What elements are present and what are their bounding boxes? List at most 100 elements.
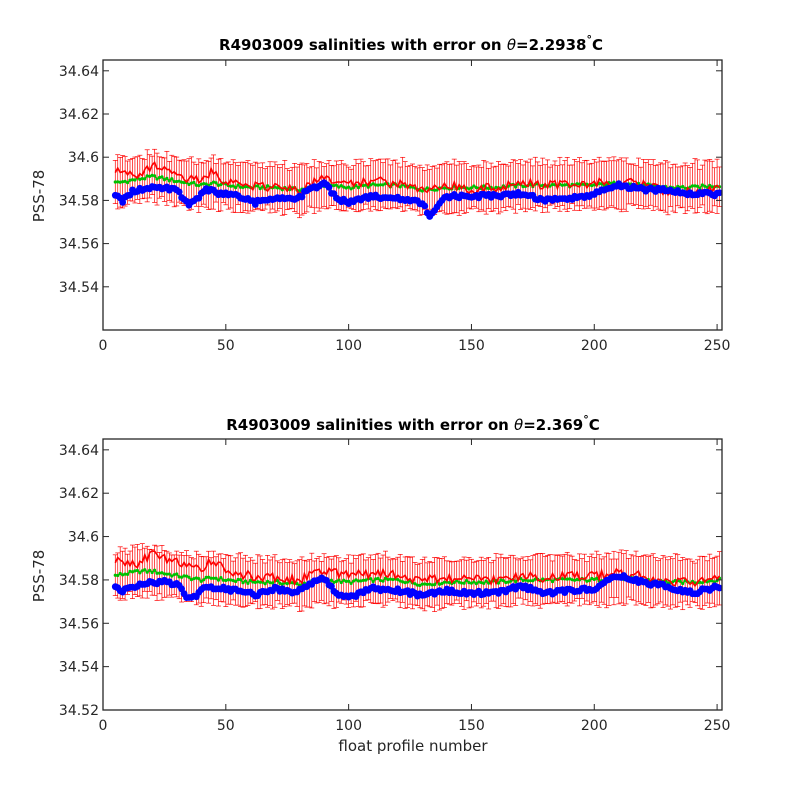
y-tick-label: 34.62 [59,486,99,502]
series-green-point [337,578,341,582]
series-green-point [263,582,267,586]
series-green-point [202,182,206,186]
series-green-point [177,179,181,183]
series-green-point [371,182,375,186]
series-green-point [361,578,365,582]
series-green-point [413,582,417,586]
series-green-point [472,580,476,584]
series-green-point [229,184,233,188]
series-green-point [482,184,486,188]
series-green-point [148,568,152,572]
data-layer [111,148,722,220]
axes-box [102,438,723,711]
series-green-point [595,576,599,580]
series-green-point [209,576,213,580]
series-green-point [202,578,206,582]
series-green-point [477,580,481,584]
series-green-point [482,581,486,585]
series-green-point [128,178,132,182]
series-green-point [189,578,194,582]
series-green-point [253,580,257,585]
x-tick-label: 250 [704,338,731,354]
x-tick-label: 0 [99,718,108,734]
series-green-point [246,581,250,585]
series-green-point [216,183,221,188]
x-tick-label: 150 [458,718,485,734]
series-green-point [494,185,498,189]
y-tick-label: 34.54 [59,280,99,296]
y-tick-label: 34.56 [59,237,99,253]
series-green-point [447,581,451,585]
series-green-point [238,578,243,582]
series-green-point [708,183,712,187]
series-green-point [425,186,429,190]
series-green-point [469,186,474,190]
x-tick-label: 0 [99,338,108,354]
series-green-point [243,185,248,189]
series-green-point [207,575,211,579]
series-green-point [339,184,343,188]
x-tick-label: 100 [335,338,362,354]
series-green-point [229,578,233,582]
series-green-point [688,185,692,189]
series-green-point [364,578,368,582]
series-green-point [356,186,361,190]
plot-area-top: 0 50 100 150 200 250 34.54 34.56 34.58 34.6 34.62 3… [59,59,731,354]
series-green-point [145,570,149,574]
series-green-point [541,577,545,581]
series-green-point [442,580,447,584]
series-green-point [162,178,167,182]
series-green-point [278,581,282,585]
y-tick-label: 34.58 [59,573,99,589]
series-green-point [219,183,223,187]
series-green-point [236,183,240,187]
series-green-point [167,179,171,183]
y-tick-label: 34.6 [68,150,99,166]
series-green-point [460,581,464,585]
series-green-point [182,180,186,185]
series-green-point [175,179,179,184]
y-axis-label-bottom: PSS-78 [30,550,48,603]
series-green-point [270,581,275,585]
series-green-point [162,572,167,576]
series-green-point [165,572,169,576]
y-tick-label: 34.58 [59,193,99,209]
series-green-point [349,187,353,191]
series-green-point [332,580,336,584]
series-green-point [369,577,373,581]
series-green-point [550,579,555,584]
series-blue-point [175,188,183,196]
series-green-point [462,581,466,585]
series-green-point [241,185,245,189]
series-green-point [351,579,356,583]
series-green-point [337,185,341,189]
series-green-point [121,573,125,577]
series-green-point [334,183,338,187]
series-green-point [347,579,351,583]
x-tick-label: 150 [458,338,485,354]
series-green-point [381,579,385,583]
series-green-point [420,189,424,193]
series-green-point [143,177,147,181]
series-green-point [170,574,174,578]
series-green-point [366,185,370,189]
series-green-point [123,572,127,576]
series-green-point [700,581,704,585]
series-green-point [214,181,218,185]
series-green-point [381,183,385,187]
series-green-point [504,580,508,585]
series-green-point [221,578,225,582]
series-green-point [378,183,383,187]
series-green-point [199,182,203,186]
series-green-point [116,573,120,578]
series-green-point [344,579,348,583]
series-green-point [469,581,474,585]
series-green-point [428,582,432,586]
series-green-point [531,579,535,583]
series-green-point [189,181,194,185]
series-green-point [219,576,223,580]
series-green-point [157,175,162,180]
series-green-point [125,572,130,576]
y-axis-label-top: PSS-78 [30,170,48,223]
